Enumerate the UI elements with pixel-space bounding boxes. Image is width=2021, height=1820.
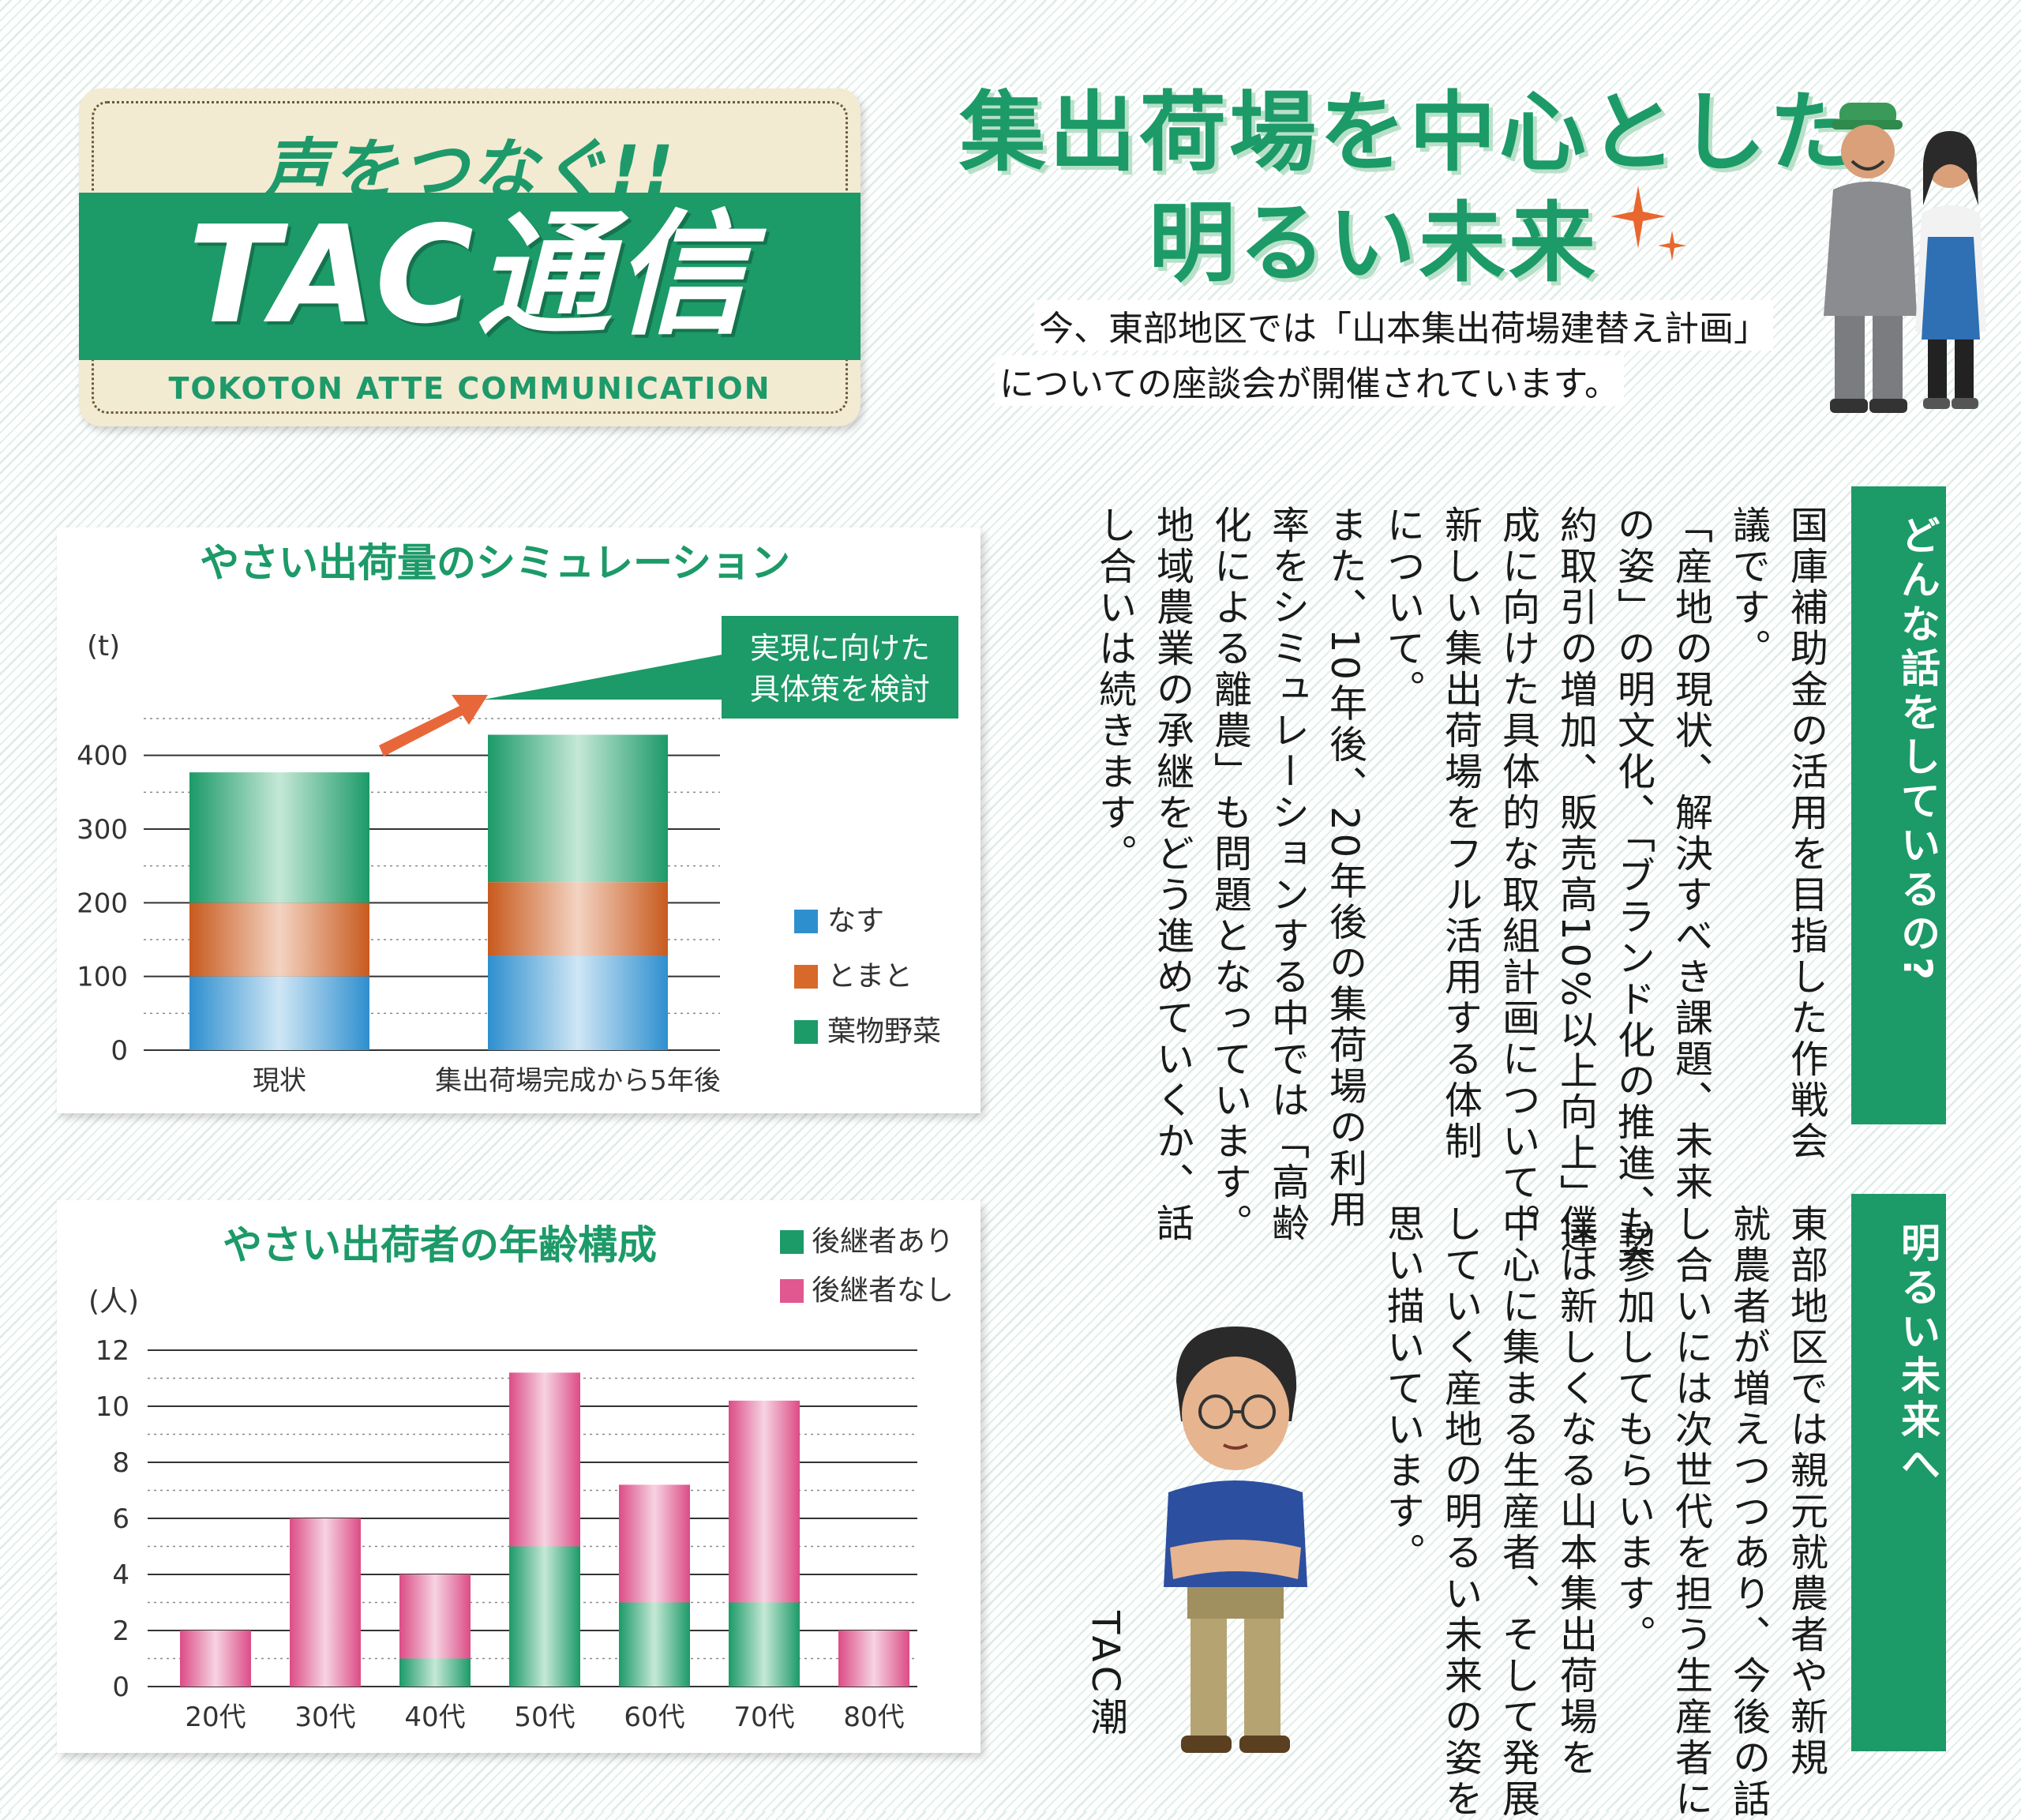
y-tick-label: 100 xyxy=(77,962,128,993)
bar-segment xyxy=(729,1602,800,1687)
legend-label: なす xyxy=(827,905,884,937)
text-column: も参加してもらいます。 xyxy=(1610,1204,1655,1656)
bar-segment xyxy=(619,1484,690,1603)
y-tick-label: 300 xyxy=(77,814,128,846)
age-composition-chart: やさい出荷者の年齢構成 (人) 0 2 4 6 8 10 12 20代 30代 40代 50代 60代… xyxy=(88,1222,954,1733)
y-tick-label: 12 xyxy=(96,1335,129,1367)
text-column: 国庫補助金の活用を目指した作戦会 xyxy=(1783,505,1828,1162)
y-axis-unit: (人) xyxy=(88,1285,139,1318)
y-tick-label: 8 xyxy=(112,1447,129,1479)
text-column: 地域農業の承継をどう進めていくか、話 xyxy=(1149,505,1194,1244)
headline-line-1: 集出荷場を中心とした xyxy=(959,82,1859,183)
category-label: 60代 xyxy=(624,1702,684,1733)
legend-label: 後継者あり xyxy=(812,1225,954,1258)
legend-swatch xyxy=(794,910,818,933)
bar-segment xyxy=(189,976,369,1050)
y-tick-label: 200 xyxy=(77,887,128,919)
headline-line-2: 明るい未来 xyxy=(1149,193,1599,294)
text-column: の姿」の明文化、「ブランド化の推進、契 xyxy=(1610,505,1655,1266)
text-column: し合いには次世代を担う生産者に xyxy=(1668,1204,1712,1820)
text-column: 成に向けた具体的な取組計画について。 xyxy=(1495,505,1539,1244)
section-tag-future: 明るい未来へ xyxy=(1851,1194,1946,1751)
bar-segment xyxy=(488,882,668,956)
text-column: また、10年後、20年後の集荷場の利用 xyxy=(1322,505,1367,1231)
legend-label: とまと xyxy=(827,960,913,993)
newsletter-header: 声をつなぐ!! TAC通信 TOKOTON ATTE COMMUNICATION xyxy=(79,88,861,426)
category-label: 40代 xyxy=(404,1702,465,1733)
header-title: TAC通信 xyxy=(188,197,752,354)
bar-segment xyxy=(509,1546,580,1687)
text-column: し合いは続きます。 xyxy=(1092,505,1136,875)
category-label: 集出荷場完成から5年後 xyxy=(435,1065,721,1097)
bar-segment xyxy=(729,1400,800,1603)
sparkle-icon xyxy=(1610,186,1686,261)
legend-swatch xyxy=(780,1230,804,1254)
section-tag-topic: どんな話をしているの? xyxy=(1851,486,1946,1124)
bar-segment xyxy=(399,1658,471,1687)
text-column: 思い描いています。 xyxy=(1380,1204,1424,1574)
bar-segment xyxy=(619,1602,690,1687)
y-tick-label: 400 xyxy=(77,741,128,772)
text-column: 就農者が増えつつあり、今後の話 xyxy=(1726,1204,1770,1820)
text-column: していく産地の明るい未来の姿を xyxy=(1438,1204,1482,1820)
y-tick-label: 0 xyxy=(111,1035,128,1067)
annotation-pointer xyxy=(483,654,726,700)
intro-line-2: についての座談会が開催されています。 xyxy=(995,355,1624,406)
y-tick-label: 6 xyxy=(112,1503,129,1535)
header-subtitle: TOKOTON ATTE COMMUNICATION xyxy=(168,371,771,406)
text-column: について。 xyxy=(1380,505,1424,711)
bar-segment xyxy=(399,1574,471,1659)
text-column: 中心に集まる生産者、そして発展 xyxy=(1495,1204,1539,1820)
y-tick-label: 4 xyxy=(112,1559,129,1591)
y-axis-unit: (t) xyxy=(87,630,120,662)
legend-swatch xyxy=(780,1279,804,1303)
bar-segment xyxy=(488,734,668,883)
chart-title: やさい出荷者の年齢構成 xyxy=(223,1222,657,1268)
farmer-couple-illustration xyxy=(1824,103,1986,413)
text-column: 議です。 xyxy=(1726,505,1770,670)
author-illustration xyxy=(1164,1327,1307,1753)
legend-label: 葉物野菜 xyxy=(827,1015,941,1048)
annotation-line-1: 実現に向けた xyxy=(750,631,930,666)
annotation-line-2: 具体策を検討 xyxy=(750,672,930,707)
author-signature: TAC潮 xyxy=(1083,1611,1127,1740)
text-column: 「産地の現状、解決すべき課題、未来 xyxy=(1668,505,1712,1203)
category-label: 20代 xyxy=(185,1702,246,1733)
annotation-box xyxy=(722,616,958,719)
bar-segment xyxy=(180,1630,251,1687)
text-column: 率をシミュレーションする中では「高齢 xyxy=(1265,505,1309,1244)
category-label: 現状 xyxy=(253,1065,306,1097)
text-column: 僕は新しくなる山本集出荷場を xyxy=(1553,1204,1597,1779)
increase-arrow-icon xyxy=(379,695,488,756)
text-column: 新しい集出荷場をフル活用する体制 xyxy=(1438,505,1482,1162)
bar-segment xyxy=(189,902,369,977)
text-column: 約取引の増加、販売高10%以上向上」達 xyxy=(1553,505,1597,1256)
category-label: 70代 xyxy=(733,1702,794,1733)
bar-segment xyxy=(290,1518,361,1687)
intro-line-1: 今、東部地区では「山本集出荷場建替え計画」 xyxy=(1034,300,1773,351)
header-band xyxy=(79,193,861,360)
legend-swatch xyxy=(794,1020,818,1044)
category-label: 80代 xyxy=(843,1702,904,1733)
chart-title: やさい出荷量のシミュレーション xyxy=(200,540,790,586)
category-label: 30代 xyxy=(294,1702,355,1733)
bar-segment xyxy=(509,1372,580,1547)
y-tick-label: 0 xyxy=(112,1672,129,1703)
legend-label: 後継者なし xyxy=(812,1274,954,1307)
bar-segment xyxy=(488,955,668,1050)
legend-swatch xyxy=(794,965,818,989)
y-tick-label: 2 xyxy=(112,1615,129,1647)
category-label: 50代 xyxy=(514,1702,575,1733)
bar-segment xyxy=(189,772,369,903)
text-column: 東部地区では親元就農者や新規 xyxy=(1783,1204,1828,1779)
y-tick-label: 10 xyxy=(96,1391,129,1423)
shipment-simulation-chart: やさい出荷量のシミュレーション (t) 0 100 200 300 400 現状 集出荷場完… xyxy=(77,540,958,1097)
text-column: 化による離農」も問題となっています。 xyxy=(1207,505,1251,1244)
bar-segment xyxy=(838,1630,909,1687)
